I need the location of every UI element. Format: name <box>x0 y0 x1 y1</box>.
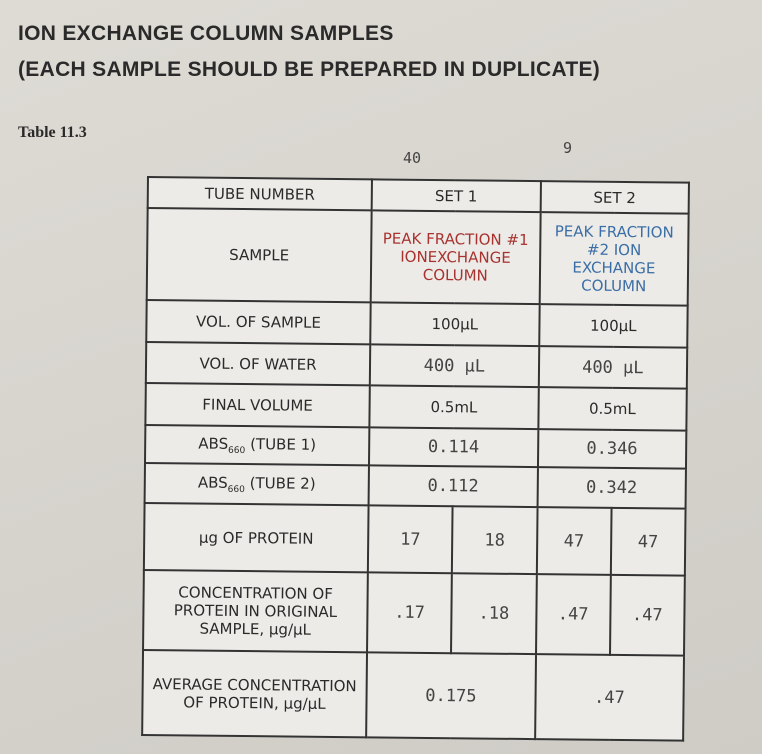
label-subscript: 660 <box>227 484 245 495</box>
row-label: CONCENTRATION OF PROTEIN IN ORIGINAL SAM… <box>143 569 368 653</box>
row: ABS660 (TUBE 2) 0.112 0.342 <box>144 462 686 509</box>
value-cell: .47 <box>609 574 685 656</box>
subtitle: (EACH SAMPLE SHOULD BE PREPARED IN DUPLI… <box>18 58 601 81</box>
label-subscript: 660 <box>228 445 246 456</box>
annotation: 9 <box>563 139 573 157</box>
row-label: FINAL VOLUME <box>145 382 370 428</box>
row: VOL. OF WATER 400 µL 400 µL <box>145 342 688 389</box>
value-cell: 100µL <box>370 302 540 347</box>
value-cell: 400 µL <box>369 344 539 388</box>
row: µg OF PROTEIN 17 18 47 47 <box>143 502 686 576</box>
value-cell: PEAK FRACTION #2 ION EXCHANGE COLUMN <box>539 212 689 306</box>
value-cell: 0.342 <box>537 467 686 509</box>
row: ABS660 (TUBE 1) 0.114 0.346 <box>144 424 687 469</box>
value-cell: 18 <box>452 506 538 575</box>
row: VOL. OF SAMPLE 100µL 100µL <box>146 300 688 348</box>
header-cell: SET 2 <box>540 181 689 214</box>
value-cell: 47 <box>536 507 612 575</box>
row: CONCENTRATION OF PROTEIN IN ORIGINAL SAM… <box>143 569 685 656</box>
row-label: AVERAGE CONCENTRATION OF PROTEIN, µg/µL <box>142 649 368 738</box>
value-cell: 100µL <box>538 304 688 348</box>
value-cell: 0.5mL <box>369 385 539 430</box>
caption: Table 11.3 <box>18 124 87 141</box>
row: SAMPLE PEAK FRACTION #1 IONEXCHANGE COLUM… <box>146 208 689 306</box>
row-label: VOL. OF WATER <box>145 342 371 386</box>
title: ION EXCHANGE COLUMN SAMPLES <box>18 22 394 45</box>
value-cell: .47 <box>534 654 685 741</box>
row: FINAL VOLUME 0.5mL 0.5mL <box>145 382 687 431</box>
header-cell: SET 1 <box>371 179 541 213</box>
row-label: SAMPLE <box>146 208 372 303</box>
value-cell: 0.5mL <box>538 387 687 431</box>
row-label: VOL. OF SAMPLE <box>146 300 371 345</box>
value-cell: 0.114 <box>368 427 539 468</box>
value-cell: .18 <box>451 573 537 655</box>
label-text: ABS <box>198 434 229 453</box>
label-text: ABS <box>197 473 228 492</box>
label-suffix: (TUBE 2) <box>249 473 316 493</box>
row-label: ABS660 (TUBE 1) <box>144 424 370 466</box>
value-cell: PEAK FRACTION #1 IONEXCHANGE COLUMN <box>370 210 541 305</box>
data-table: TUBE NUMBER SET 1 SET 2 SAMPLE PEAK FRACTION… <box>141 176 690 742</box>
header-cell: TUBE NUMBER <box>147 177 372 211</box>
value-cell: .17 <box>367 572 453 654</box>
value-cell: 17 <box>367 505 453 574</box>
row-label: ABS660 (TUBE 2) <box>144 462 369 506</box>
value-cell: 0.346 <box>537 429 687 469</box>
row: AVERAGE CONCENTRATION OF PROTEIN, µg/µL 0… <box>142 649 685 741</box>
value-cell: .47 <box>535 574 611 655</box>
value-cell: 47 <box>610 507 686 576</box>
value-cell: 0.112 <box>368 465 538 508</box>
value-cell: 0.175 <box>366 652 536 740</box>
value-cell: 400 µL <box>538 346 688 389</box>
label-suffix: (TUBE 1) <box>250 434 317 454</box>
annotation: 40 <box>403 149 422 167</box>
row-label: µg OF PROTEIN <box>143 502 369 573</box>
